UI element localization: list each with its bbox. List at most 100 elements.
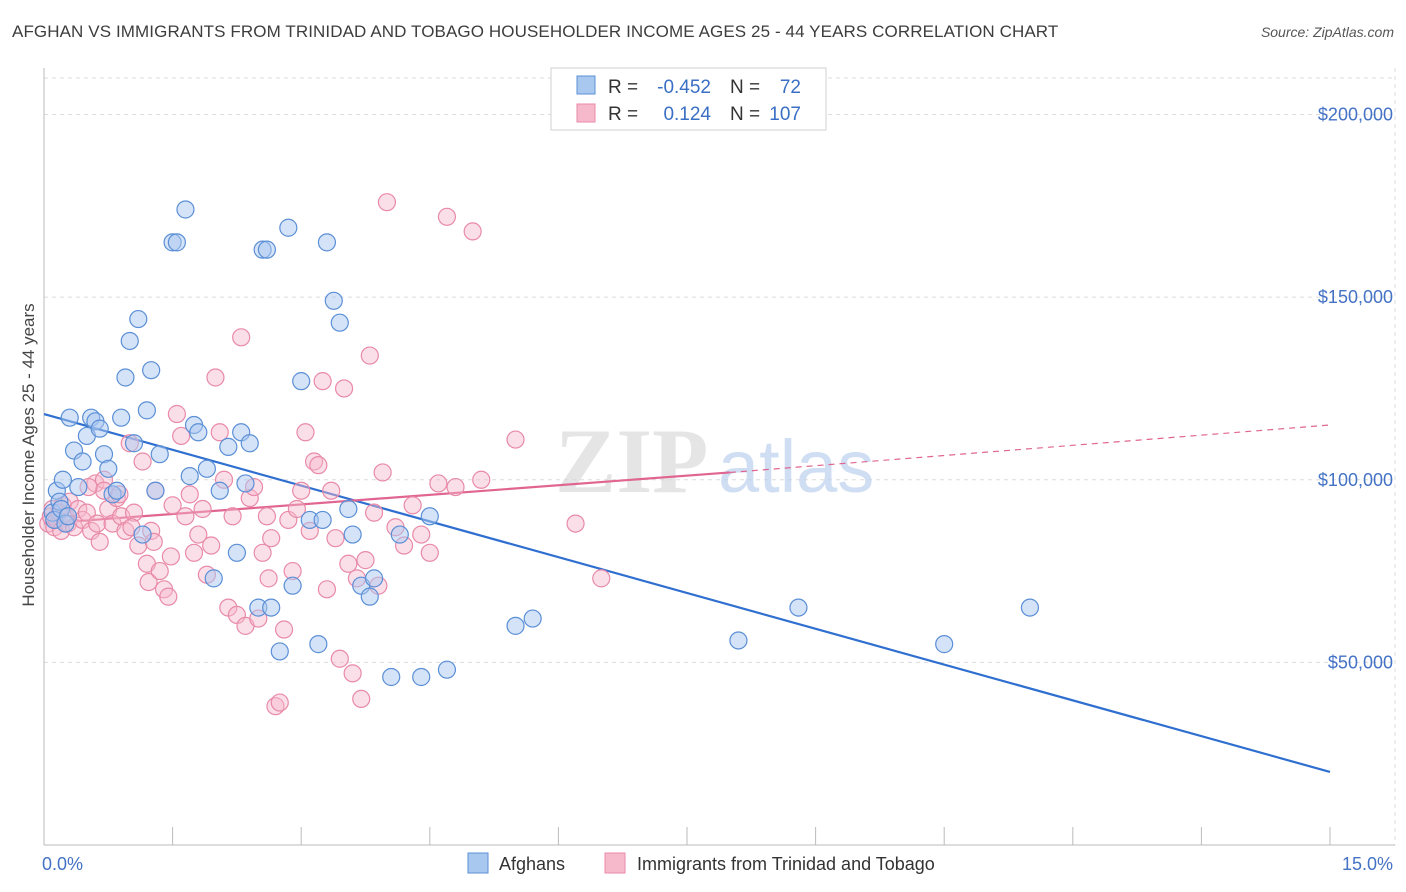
afghans-point-29: [150, 445, 169, 464]
afghans-point-36: [197, 459, 216, 478]
trinidad-point-65: [287, 499, 307, 519]
afghans-point-50: [283, 576, 302, 595]
chart-title: AFGHAN VS IMMIGRANTS FROM TRINIDAD AND T…: [12, 22, 1059, 41]
trinidad-point-26: [124, 503, 144, 522]
trinidad-point-38: [172, 426, 191, 446]
afghans-point-31: [167, 233, 186, 252]
afghans-point-15: [90, 419, 109, 438]
afghans-point-53: [309, 635, 328, 654]
watermark-atlas: atlas: [718, 425, 874, 508]
trinidad-point-57: [253, 543, 272, 562]
trinidad-point-67: [296, 423, 315, 442]
trinidad-point-75: [330, 649, 349, 668]
chart-source: Source: ZipAtlas.com: [1260, 24, 1394, 40]
y-tick-label-0: $50,000: [1328, 652, 1393, 672]
afghans-point-73: [1020, 598, 1040, 617]
y-tick-labels: $50,000 $100,000 $150,000 $200,000: [1318, 105, 1393, 673]
afghans-point-5: [53, 470, 72, 489]
afghans-point-37: [204, 569, 223, 588]
afghans-point-38: [210, 481, 229, 500]
afghans-point-7: [58, 507, 78, 526]
afghans-point-54: [313, 510, 332, 530]
y-tick-label-1: $100,000: [1318, 470, 1393, 490]
afghans-point-21: [116, 368, 135, 387]
afghans-point-51: [292, 372, 311, 391]
trend-lines: [43, 412, 1331, 774]
afghans-point-33: [180, 467, 199, 486]
afghans-point-26: [137, 401, 156, 420]
trinidad-point-83: [364, 503, 384, 522]
afghans-point-65: [412, 667, 431, 687]
trinidad-point-96: [472, 470, 491, 489]
afghans-point-67: [437, 660, 457, 679]
trinidad-point-45: [202, 536, 221, 555]
afghans-point-19: [107, 481, 126, 500]
stats-legend-r-label-2: R =: [608, 104, 638, 125]
watermark-zip: ZIP: [555, 410, 708, 512]
trinidad-point-50: [223, 507, 242, 526]
stats-legend-n-value-1: 72: [780, 77, 801, 98]
x-tick-label-0: 0.0%: [42, 854, 83, 874]
trinidad-point-58: [257, 507, 277, 526]
afghans-point-32: [176, 200, 195, 219]
afghans-point-68: [506, 616, 525, 635]
afghans-point-10: [69, 477, 88, 497]
afghans-point-63: [382, 667, 401, 687]
trinidad-point-71: [313, 372, 332, 391]
afghans-point-47: [262, 598, 281, 617]
trinidad-point-77: [339, 554, 358, 573]
afghans-point-49: [279, 218, 298, 237]
trinidad-point-99: [592, 569, 611, 588]
stats-legend-r-value-2: 0.124: [663, 104, 711, 125]
trinidad-point-52: [232, 328, 251, 347]
trinidad-point-43: [193, 499, 212, 519]
trinidad-point-61: [270, 693, 289, 712]
trinidad-point-70: [309, 456, 328, 475]
trinidad-point-33: [150, 561, 169, 581]
afghans-point-40: [227, 543, 246, 562]
trinidad-point-59: [262, 529, 281, 548]
afghans-point-58: [339, 499, 358, 519]
afghans-point-46: [257, 240, 277, 259]
afghans-point-64: [390, 525, 409, 544]
y-axis-label: Householder Income Ages 25 - 44 years: [19, 303, 38, 606]
stats-legend-n-label-1: N =: [730, 77, 760, 98]
afghans-point-70: [729, 631, 748, 650]
axes: [43, 68, 1395, 846]
y-tick-label-3: $200,000: [1318, 105, 1393, 125]
afghans-point-20: [112, 408, 131, 427]
afghans-point-24: [129, 309, 148, 329]
trinidad-point-80: [352, 689, 371, 709]
bottom-legend-swatch-afghans: [467, 852, 489, 874]
afghans-point-69: [523, 609, 542, 628]
bottom-legend-swatch-trinidad: [604, 852, 626, 874]
x-tick-label-1: 15.0%: [1342, 854, 1393, 874]
afghans-point-56: [324, 291, 343, 310]
afghans-point-8: [60, 408, 79, 427]
afghans-point-66: [420, 507, 439, 526]
afghans-point-17: [99, 459, 118, 478]
afghans-points: [43, 200, 1040, 687]
bottom-legend: Afghans Immigrants from Trinidad and Tob…: [467, 852, 935, 874]
trinidad-point-35: [159, 587, 178, 606]
afghans-point-59: [343, 525, 362, 544]
afghans-point-28: [146, 481, 165, 500]
trinidad-point-86: [377, 193, 397, 212]
stats-legend-r-label-1: R =: [608, 77, 638, 98]
trinidad-trend-extension: [729, 424, 1331, 474]
trinidad-point-73: [322, 481, 341, 500]
afghans-point-43: [240, 434, 259, 453]
stats-legend-swatch-afghans: [576, 75, 596, 95]
trinidad-point-28: [133, 452, 152, 471]
trinidad-point-40: [180, 485, 199, 504]
trinidad-point-62: [274, 620, 294, 639]
afghans-point-71: [789, 598, 808, 617]
trinidad-points: [39, 193, 611, 716]
trinidad-point-95: [463, 222, 482, 241]
trinidad-point-97: [506, 430, 525, 449]
bottom-legend-label-afghans: Afghans: [499, 854, 565, 874]
stats-legend: R = -0.452 N = 72 R = 0.124 N = 107: [550, 67, 827, 131]
stats-legend-swatch-trinidad: [576, 103, 596, 123]
trinidad-point-18: [90, 532, 109, 551]
